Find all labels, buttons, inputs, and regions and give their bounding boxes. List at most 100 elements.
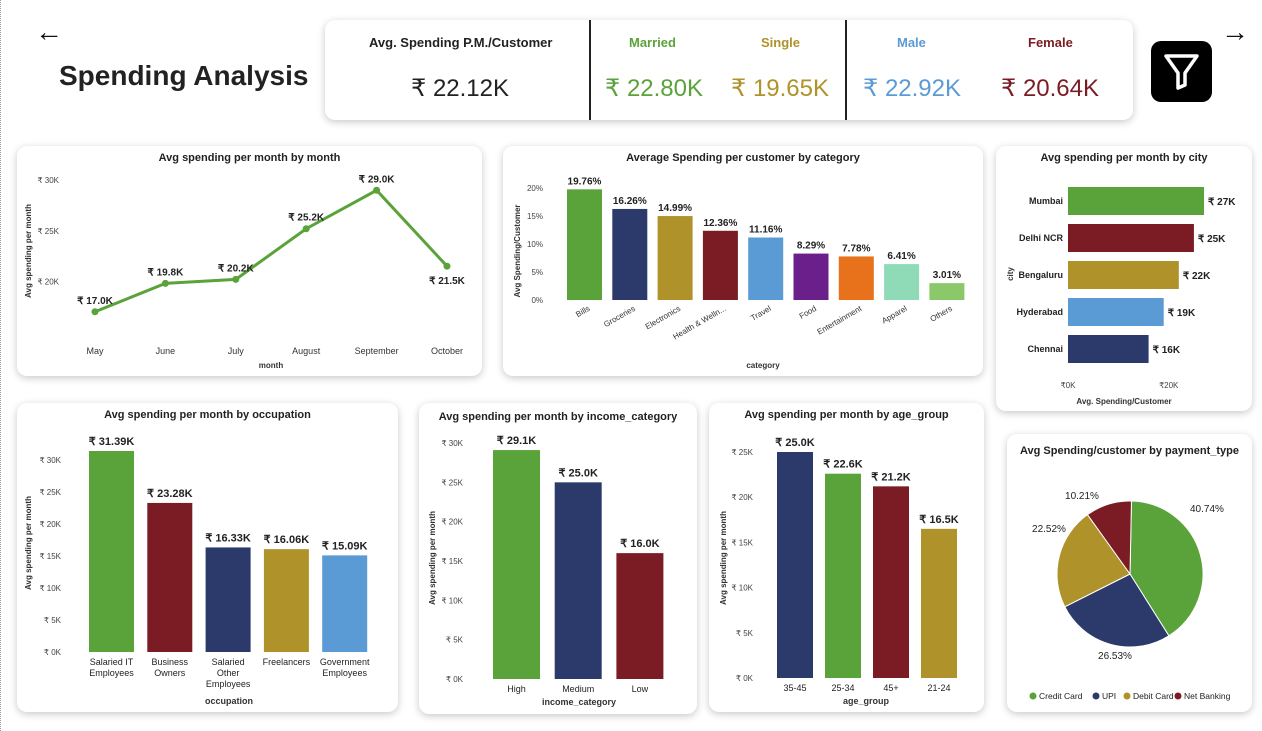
- forward-arrow-icon[interactable]: →: [1221, 16, 1249, 47]
- legend-label: UPI: [1102, 691, 1116, 701]
- data-point: [232, 275, 240, 283]
- data-point: [302, 225, 310, 233]
- data-label: 11.16%: [749, 225, 782, 236]
- legend-marker: [1174, 692, 1182, 700]
- chart-title: Average Spending per customer by categor…: [626, 152, 860, 164]
- bar: [825, 473, 861, 678]
- y-tick-label: ₹ 0K: [44, 648, 62, 657]
- chart-title: Avg spending per month by city: [1040, 152, 1208, 164]
- y-tick-label: Delhi NCR: [1019, 233, 1064, 243]
- bar: [921, 528, 957, 678]
- data-point: [161, 279, 169, 287]
- bar: [929, 283, 965, 300]
- x-axis-label: month: [259, 361, 284, 370]
- city-bar-chart: Mumbai ₹ 27K Delhi NCR ₹ 25K Bengaluru ₹ 22K H…: [1006, 187, 1236, 406]
- data-label: ₹ 16.0K: [620, 538, 659, 550]
- y-tick-label: 20%: [527, 184, 543, 193]
- x-axis-label: Avg. Spending/Customer: [1076, 397, 1171, 406]
- bar: [263, 549, 309, 652]
- data-label: ₹ 25K: [1198, 234, 1226, 245]
- bar: [493, 450, 540, 679]
- age-bar-chart: ₹ 0K ₹ 5K ₹ 10K ₹ 15K ₹ 20K ₹ 25K Avg spending…: [719, 437, 959, 706]
- legend-marker: [1029, 692, 1037, 700]
- data-label: ₹ 16.33K: [205, 532, 251, 544]
- bar: [147, 502, 193, 652]
- x-axis-label: income_category: [542, 697, 616, 707]
- y-tick-label: 0%: [531, 296, 543, 305]
- kpi-divider: [589, 20, 591, 120]
- x-tick-label: Travel: [749, 304, 773, 323]
- x-tick-label: Owners: [154, 668, 186, 678]
- data-label: ₹ 25.2K: [288, 213, 325, 224]
- married-value: ₹ 22.80K: [605, 75, 704, 102]
- x-tick-label: ₹0K: [1061, 381, 1077, 390]
- kpi-divider: [845, 20, 847, 120]
- y-axis-label: Avg spending per month: [719, 511, 728, 605]
- y-tick-label: ₹ 20K: [39, 520, 61, 529]
- male-value: ₹ 22.92K: [863, 75, 962, 102]
- y-axis-label: Avg spending per month: [24, 204, 33, 298]
- bar: [89, 451, 134, 652]
- data-point: [91, 308, 99, 316]
- x-axis-label: age_group: [843, 696, 890, 706]
- data-point: [443, 262, 451, 270]
- data-label: ₹ 19.8K: [147, 267, 184, 278]
- y-tick-label: ₹ 30K: [37, 176, 59, 185]
- legend-marker: [1092, 692, 1100, 700]
- data-label: 7.78%: [842, 243, 870, 254]
- data-label: ₹ 31.39K: [89, 436, 135, 448]
- y-axis-label: Avg Spending/Customer: [513, 204, 522, 297]
- single-value: ₹ 19.65K: [731, 75, 830, 102]
- y-tick-label: Chennai: [1027, 344, 1063, 354]
- y-tick-label: ₹ 15K: [731, 538, 753, 547]
- data-label: ₹ 29.0K: [359, 174, 396, 185]
- category-bar-chart-card: Average Spending per customer by categor…: [503, 146, 983, 376]
- bar: [1068, 261, 1179, 289]
- chart-title: Avg Spending/customer by payment_type: [1019, 445, 1240, 457]
- age-bar-chart-card: Avg spending per month by age_group ₹ 0K…: [709, 403, 984, 712]
- y-tick-label: ₹ 5K: [44, 616, 62, 625]
- data-label: ₹ 22K: [1183, 271, 1211, 282]
- y-tick-label: ₹ 10K: [441, 596, 463, 605]
- x-tick-label: May: [86, 346, 104, 356]
- x-tick-label: High: [507, 684, 526, 694]
- page-title: Spending Analysis: [59, 60, 309, 91]
- legend-marker: [1123, 692, 1131, 700]
- y-tick-label: 5%: [531, 268, 543, 277]
- x-tick-label: Food: [798, 304, 818, 321]
- bar: [748, 237, 784, 300]
- bar: [873, 486, 909, 678]
- occupation-bar-chart-card: Avg spending per month by occupation ₹ 0…: [17, 403, 398, 712]
- data-label: ₹ 23.28K: [147, 488, 193, 500]
- bar: [702, 230, 738, 300]
- data-label: ₹ 21.2K: [871, 471, 910, 483]
- legend-label: Debit Card: [1133, 691, 1174, 701]
- pie-slice: [1064, 573, 1170, 648]
- data-label: ₹ 20.2K: [218, 263, 255, 274]
- female-value: ₹ 20.64K: [1001, 75, 1100, 102]
- data-label: 22.52%: [1032, 524, 1066, 535]
- data-label: ₹ 29.1K: [497, 435, 536, 447]
- filter-funnel-icon[interactable]: [1151, 41, 1212, 102]
- x-tick-label: October: [431, 346, 463, 356]
- income-bar-chart-card: Avg spending per month by income_categor…: [419, 403, 697, 714]
- y-axis-label: Avg spending per month: [428, 511, 437, 605]
- x-tick-label: Salaried: [212, 657, 245, 667]
- y-axis-label: Avg spending per month: [24, 496, 33, 590]
- chart-title: Avg spending per month by income_categor…: [438, 411, 678, 423]
- bar: [657, 216, 693, 300]
- kpi-card: Avg. Spending P.M./Customer ₹ 22.12K Mar…: [325, 20, 1133, 120]
- data-label: ₹ 21.5K: [429, 276, 466, 287]
- data-label: 16.26%: [613, 196, 647, 207]
- data-point: [373, 186, 381, 194]
- data-label: ₹ 27K: [1208, 197, 1236, 208]
- x-tick-label: Others: [929, 304, 954, 324]
- bar: [1068, 335, 1149, 363]
- data-label: 26.53%: [1098, 651, 1132, 662]
- payment-pie-chart-card: Avg Spending/customer by payment_type 40…: [1007, 434, 1252, 712]
- x-tick-label: Employees: [322, 668, 367, 678]
- payment-pie-chart: 40.74% 26.53% 22.52% 10.21% Credit Card UPI De…: [1029, 491, 1231, 701]
- bar: [567, 189, 602, 300]
- back-arrow-icon[interactable]: ←: [35, 16, 63, 47]
- month-line-chart-card: Avg spending per month by month ₹ 20K ₹ 2…: [17, 146, 482, 376]
